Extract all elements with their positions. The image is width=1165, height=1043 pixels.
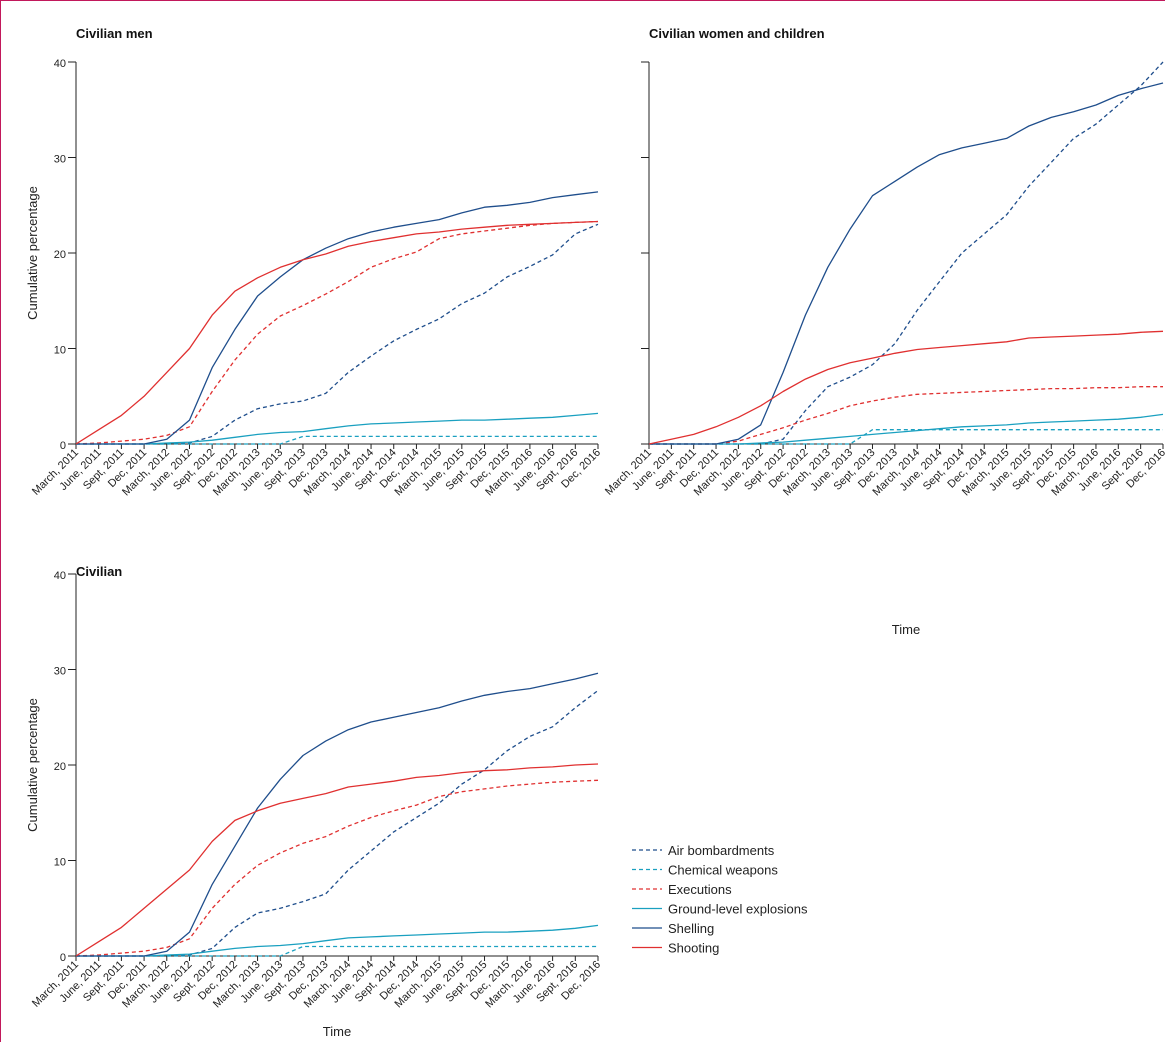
legend-label: Shelling [668, 921, 714, 936]
y-tick-label: 30 [54, 154, 66, 166]
y-tick-label: 40 [54, 58, 66, 70]
y-tick-label: 30 [54, 666, 66, 678]
series-line-ground-level-explosions [76, 412, 599, 445]
series-line-air-bombardments [76, 223, 599, 445]
series-line-executions [76, 220, 599, 445]
series-line-shelling [649, 82, 1164, 445]
series-line-air-bombardments [76, 689, 599, 957]
series-line-shelling [76, 191, 599, 445]
series-line-shooting [76, 763, 599, 957]
y-tick-label: 10 [54, 345, 66, 357]
panel-title: Civilian women and children [649, 26, 825, 41]
series-line-chemical-weapons [76, 435, 598, 445]
y-tick-label: 40 [54, 570, 66, 582]
series-line-executions [76, 779, 599, 957]
x-axis-label: Time [892, 622, 920, 637]
y-tick-label: 20 [54, 761, 66, 773]
series-line-air-bombardments [649, 61, 1164, 445]
series-line-shooting [76, 220, 599, 445]
series-line-shooting [649, 330, 1164, 445]
panel-title: Civilian men [76, 26, 153, 41]
y-tick-label: 0 [60, 952, 66, 964]
series-line-executions [649, 386, 1163, 445]
legend-label: Executions [668, 882, 732, 897]
panel-civilian-women-children: Civilian women and children March, 2011J… [603, 26, 1165, 637]
legend-label: Shooting [668, 941, 719, 956]
legend-label: Chemical weapons [668, 863, 778, 878]
legend-label: Air bombardments [668, 843, 775, 858]
series-line-chemical-weapons [76, 945, 598, 957]
y-axis-label: Cumulative percentage [25, 186, 40, 320]
y-axis-label: Cumulative percentage [25, 698, 40, 832]
x-axis-label: Time [323, 1024, 351, 1039]
series-line-ground-level-explosions [76, 924, 599, 957]
y-tick-label: 10 [54, 857, 66, 869]
panel-title: Civilian [76, 564, 122, 579]
y-tick-label: 20 [54, 249, 66, 261]
series-line-shelling [76, 672, 599, 957]
series-line-ground-level-explosions [649, 413, 1164, 445]
legend-label: Ground-level explosions [668, 902, 808, 917]
legend: Air bombardments Chemical weapons Executio… [632, 843, 808, 956]
y-tick-label: 0 [60, 440, 66, 452]
